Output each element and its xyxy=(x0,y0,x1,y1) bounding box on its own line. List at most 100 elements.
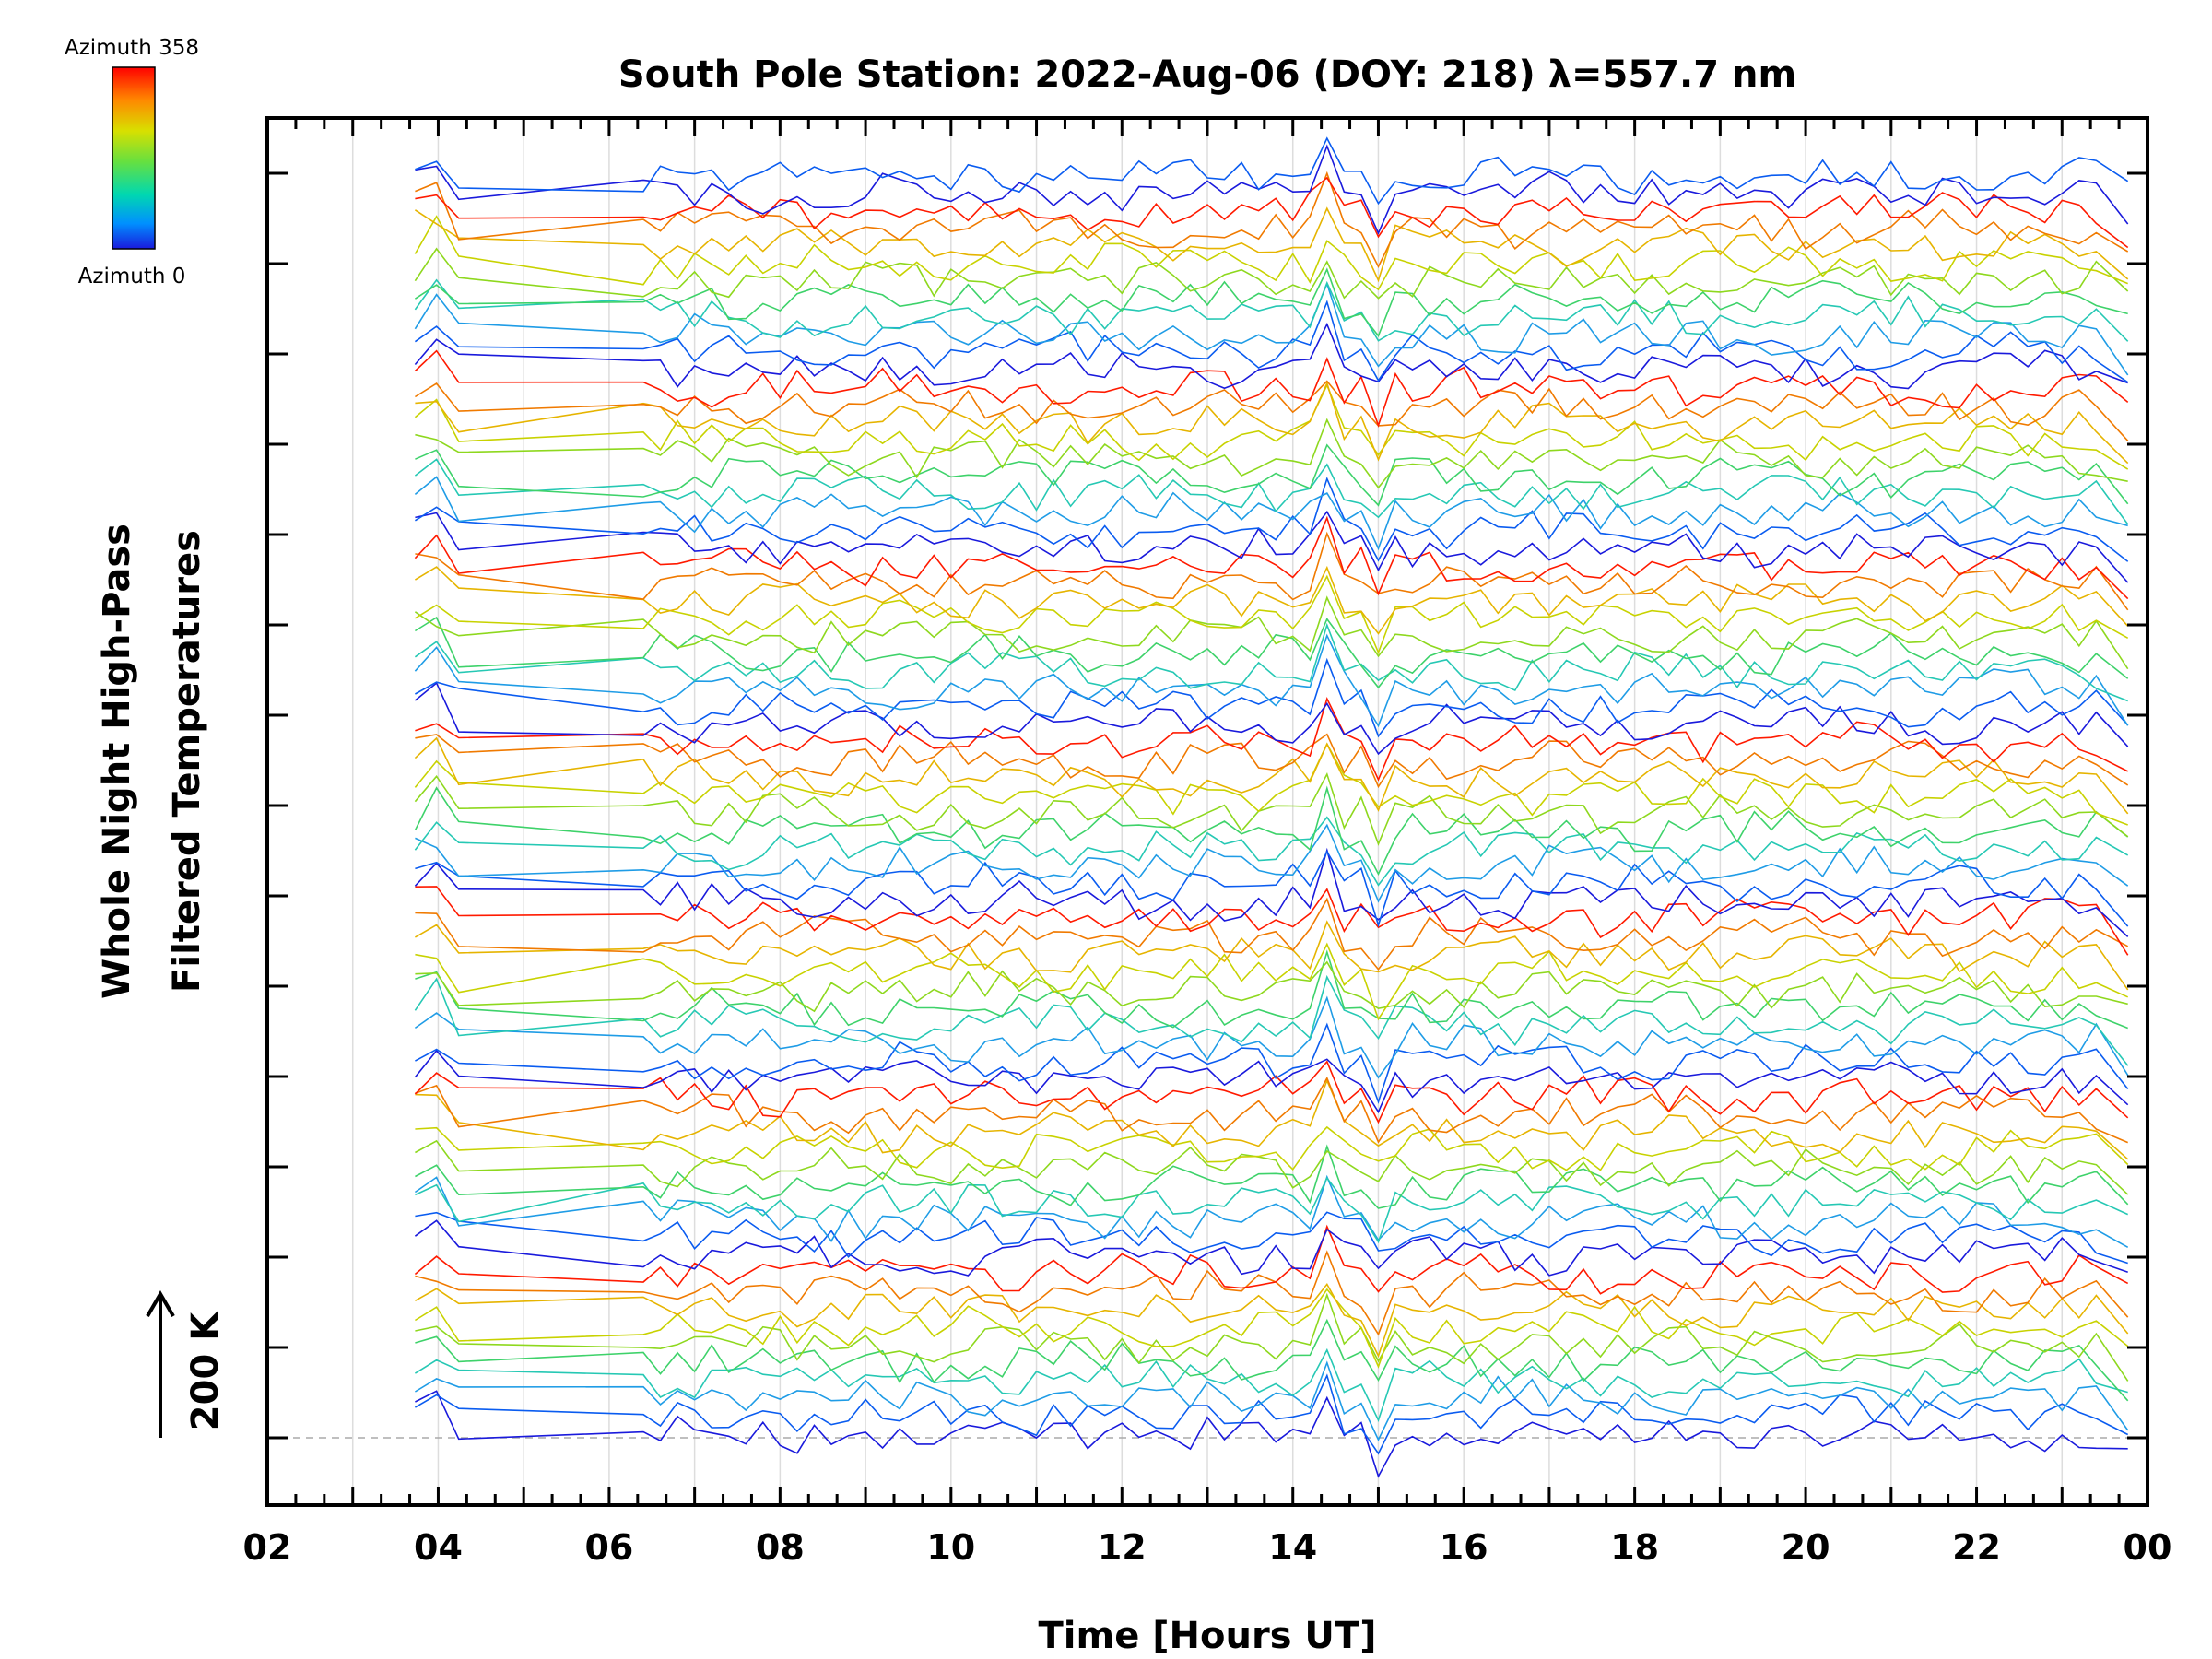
series-line xyxy=(415,418,2128,489)
series-line xyxy=(415,1318,2129,1402)
y-axis-label-line1: Whole Night High-Pass xyxy=(96,524,138,999)
x-tick-label: 14 xyxy=(1268,1527,1317,1568)
series-line xyxy=(414,1174,2129,1248)
series-line xyxy=(414,622,2128,702)
series-line xyxy=(415,823,2129,903)
series-line xyxy=(414,742,2128,826)
series-line xyxy=(415,1282,2129,1359)
series-line xyxy=(414,633,2129,728)
series-line xyxy=(414,477,2129,562)
series-group xyxy=(414,136,2129,1478)
series-line xyxy=(414,595,2129,670)
series-line xyxy=(415,1022,2129,1104)
series-line xyxy=(414,771,2129,846)
series-line xyxy=(415,942,2129,1021)
series-line xyxy=(415,531,2129,611)
series-line xyxy=(414,1060,2129,1124)
x-tick-label: 08 xyxy=(756,1527,805,1568)
y-axis-label: Whole Night High-Pass Filtered Temperatu… xyxy=(96,524,208,999)
series-line xyxy=(414,515,2129,600)
grid xyxy=(351,118,2064,1505)
series-line xyxy=(415,510,2129,583)
series-line xyxy=(414,267,2128,337)
series-line xyxy=(415,1144,2129,1209)
x-axis-label: Time [Hours UT] xyxy=(1039,1615,1377,1657)
series-line xyxy=(414,681,2129,756)
colorbar-top-label: Azimuth 358 xyxy=(65,36,199,60)
series-line xyxy=(415,733,2129,789)
series-line xyxy=(414,458,2129,525)
series-line xyxy=(414,847,2129,937)
series-line xyxy=(414,574,2129,655)
y-axis-label-line2: Filtered Temperatures xyxy=(166,530,208,993)
x-tick-label: 10 xyxy=(926,1527,975,1568)
series-line xyxy=(415,960,2128,1013)
scale-bar-arrow-head xyxy=(146,1290,175,1318)
series-line xyxy=(415,1139,2129,1195)
scale-bar: 200 K xyxy=(146,1290,227,1438)
series-line xyxy=(415,1211,2128,1265)
series-line xyxy=(414,974,2129,1066)
series-line xyxy=(414,736,2129,815)
series-line xyxy=(415,897,2129,971)
series-line xyxy=(414,1224,2129,1295)
series-line xyxy=(414,349,2129,428)
series-line xyxy=(414,1288,2129,1369)
series-line xyxy=(415,1292,2129,1382)
x-tick-label: 16 xyxy=(1440,1527,1488,1568)
series-line xyxy=(414,565,2129,635)
series-line xyxy=(415,1125,2129,1171)
scale-bar-label: 200 K xyxy=(184,1311,227,1430)
series-line xyxy=(415,136,2129,206)
series-line xyxy=(414,476,2128,551)
series-line xyxy=(414,247,2129,300)
series-line xyxy=(414,206,2129,283)
x-tick-label: 12 xyxy=(1098,1527,1147,1568)
series-line xyxy=(414,1360,2129,1441)
series-line xyxy=(415,850,2129,928)
x-tick-label: 06 xyxy=(584,1527,633,1568)
x-tick-label: 22 xyxy=(1952,1527,2001,1568)
colorbar-gradient xyxy=(112,66,156,250)
x-tick-label: 04 xyxy=(414,1527,463,1568)
colorbar-bottom-label: Azimuth 0 xyxy=(78,265,186,288)
series-line xyxy=(415,144,2129,235)
series-line xyxy=(415,1250,2129,1336)
series-line xyxy=(414,300,2129,383)
series-line xyxy=(414,1219,2128,1277)
x-tick-labels: 02 04 06 08 10 12 14 16 18 20 22 00 xyxy=(243,1527,2172,1568)
series-line xyxy=(415,381,2129,465)
x-tick-label: 00 xyxy=(2124,1527,2172,1568)
series-line xyxy=(414,1373,2129,1455)
series-line xyxy=(414,995,2129,1079)
series-line xyxy=(414,281,2129,376)
x-tick-label: 20 xyxy=(1782,1527,1830,1568)
series-line xyxy=(415,171,2129,268)
axis-ticks xyxy=(265,118,2149,1505)
series-line xyxy=(414,920,2129,991)
chart-title: South Pole Station: 2022-Aug-06 (DOY: 21… xyxy=(618,53,1796,96)
series-line xyxy=(414,1347,2128,1423)
x-tick-label: 18 xyxy=(1610,1527,1659,1568)
series-line xyxy=(415,1078,2129,1160)
series-line xyxy=(414,322,2128,390)
series-line xyxy=(414,785,2129,876)
series-line xyxy=(415,176,2129,249)
series-line xyxy=(415,443,2129,507)
series-line xyxy=(415,1390,2128,1478)
series-line xyxy=(415,886,2129,956)
series-line xyxy=(414,816,2129,887)
series-line xyxy=(415,657,2129,738)
series-line xyxy=(415,697,2129,782)
colorbar: Azimuth 358 Azimuth 0 xyxy=(65,36,199,288)
series-line xyxy=(415,1076,2129,1144)
series-line xyxy=(414,382,2129,470)
series-line xyxy=(415,1176,2129,1244)
series-line xyxy=(414,380,2129,441)
x-tick-label: 02 xyxy=(243,1527,292,1568)
series-line xyxy=(415,949,2128,1030)
series-line xyxy=(414,616,2129,689)
series-line xyxy=(414,215,2129,291)
series-line xyxy=(414,1049,2129,1114)
